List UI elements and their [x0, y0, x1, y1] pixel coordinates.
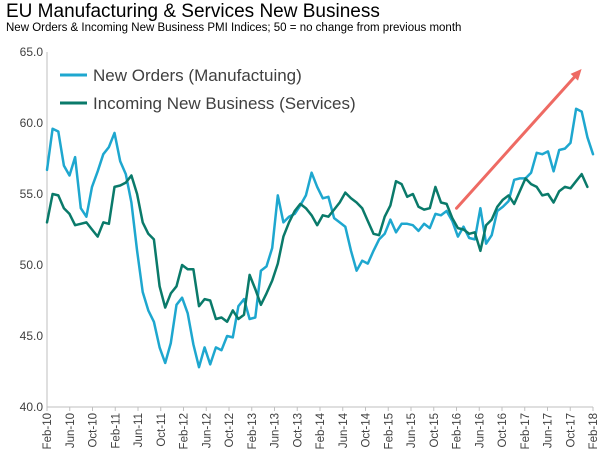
x-tick-label: Feb-11 — [110, 413, 122, 449]
y-tick-label: 65.0 — [20, 45, 44, 59]
x-tick-label: Jun-13 — [270, 413, 282, 448]
x-tick-label: Oct-17 — [565, 413, 577, 448]
y-tick-label: 40.0 — [20, 400, 44, 414]
x-tick-label: Jun-11 — [133, 413, 145, 447]
trend-arrow-line — [455, 75, 576, 210]
x-tick-label: Feb-17 — [520, 413, 532, 449]
y-tick-label: 50.0 — [20, 258, 44, 272]
x-tick-label: Oct-13 — [292, 413, 304, 448]
x-tick-label: Oct-10 — [88, 413, 100, 448]
x-tick-label: Feb-10 — [42, 413, 54, 449]
y-tick-label: 45.0 — [20, 329, 44, 343]
legend-label: New Orders (Manufactuing) — [93, 66, 302, 85]
x-tick-label: Oct-16 — [497, 413, 509, 448]
x-tick-label: Jun-12 — [201, 413, 213, 448]
x-tick-label: Feb-12 — [179, 413, 191, 449]
x-tick-label: Jun-14 — [338, 412, 350, 448]
legend-label: Incoming New Business (Services) — [93, 94, 356, 113]
x-tick-label: Oct-11 — [156, 413, 168, 447]
x-tick-label: Oct-14 — [361, 412, 373, 447]
y-tick-label: 60.0 — [20, 116, 44, 130]
x-tick-label: Jun-17 — [543, 413, 555, 448]
x-tick-label: Jun-15 — [406, 413, 418, 448]
trend-arrow-head — [570, 69, 582, 81]
x-tick-label: Oct-15 — [429, 413, 441, 448]
x-tick-label: Jun-10 — [65, 413, 77, 448]
chart-subtitle: New Orders & Incoming New Business PMI I… — [6, 22, 462, 34]
y-tick-label: 55.0 — [20, 187, 44, 201]
x-tick-label: Feb-14 — [315, 412, 327, 449]
x-tick-label: Feb-16 — [452, 413, 464, 449]
x-tick-label: Jun-16 — [474, 413, 486, 448]
chart-title: EU Manufacturing & Services New Business — [6, 1, 380, 22]
series-line-2 — [45, 172, 589, 324]
series-line-1 — [45, 107, 595, 369]
x-tick-label: Feb-13 — [247, 413, 259, 449]
x-tick-label: Feb-15 — [383, 413, 395, 449]
x-tick-label: Feb-18 — [588, 413, 600, 449]
x-tick-label: Oct-12 — [224, 413, 236, 448]
